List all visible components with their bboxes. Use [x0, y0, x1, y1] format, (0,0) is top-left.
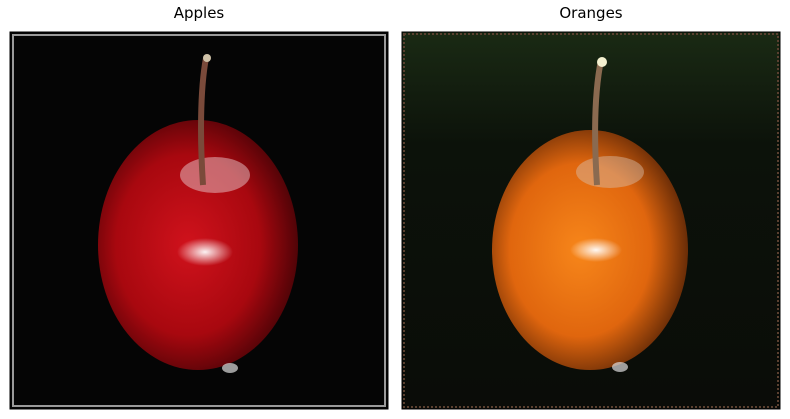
orange-image — [401, 31, 781, 410]
panel-title: Oranges — [559, 4, 622, 22]
panel-title: Apples — [174, 4, 225, 22]
apple-image — [9, 31, 389, 410]
